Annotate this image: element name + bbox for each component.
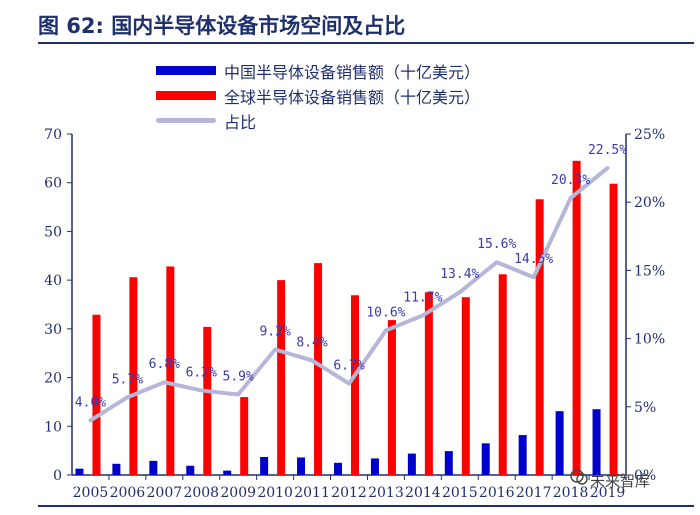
share-data-label: 5.9% xyxy=(223,370,254,385)
bar-china-sales xyxy=(75,468,84,475)
bar-china-sales xyxy=(186,465,195,475)
bar-global-sales xyxy=(351,295,359,475)
y-tick-label: 40 xyxy=(44,273,62,289)
share-data-label: 5.7% xyxy=(112,372,143,387)
y2-tick-label: 0% xyxy=(634,468,656,484)
bottom-rule xyxy=(38,505,694,507)
bar-china-sales xyxy=(444,451,453,475)
share-data-label: 22.5% xyxy=(588,143,627,158)
share-data-label: 4.0% xyxy=(75,395,106,410)
legend: 中国半导体设备销售额（十亿美元） 全球半导体设备销售额（十亿美元） 占比 xyxy=(156,58,480,133)
bar-china-sales xyxy=(481,443,490,475)
share-data-label: 20.3% xyxy=(551,173,590,188)
bar-global-sales xyxy=(203,326,212,475)
share-data-label: 13.4% xyxy=(440,267,479,282)
legend-swatch-share xyxy=(156,118,216,123)
legend-swatch-china-sales xyxy=(156,66,216,75)
bar-china-sales xyxy=(260,456,269,475)
figure-title: 图 62: 国内半导体设备市场空间及占比 xyxy=(38,14,406,38)
bar-china-sales xyxy=(149,460,158,475)
x-tick-label: 2019 xyxy=(590,485,626,501)
y-tick-label: 20 xyxy=(44,371,62,387)
legend-label-global-sales: 全球半导体设备销售额（十亿美元） xyxy=(224,87,481,107)
bar-global-sales xyxy=(572,160,581,476)
wechat-icon xyxy=(570,469,588,485)
y2-tick-label: 25% xyxy=(634,127,665,143)
share-data-label: 11.7% xyxy=(403,290,442,305)
share-line xyxy=(88,166,610,423)
legend-label-share: 占比 xyxy=(224,112,257,132)
y-tick-label: 30 xyxy=(44,322,62,338)
x-tick-label: 2006 xyxy=(110,485,146,501)
x-tick-label: 2015 xyxy=(442,485,478,501)
title-area: 图 62: 国内半导体设备市场空间及占比 xyxy=(0,0,700,50)
y2-tick-label: 20% xyxy=(634,195,665,211)
y-tick-label: 50 xyxy=(44,224,62,240)
bar-china-sales xyxy=(223,470,232,475)
bar-global-sales xyxy=(129,277,138,475)
bar-china-sales xyxy=(370,458,379,475)
x-tick-label: 2005 xyxy=(73,485,109,501)
bar-global-sales xyxy=(314,263,323,475)
x-tick-label: 2014 xyxy=(405,485,441,501)
bar-global-sales xyxy=(277,280,286,475)
share-data-label: 6.2% xyxy=(186,365,217,380)
x-tick-label: 2007 xyxy=(147,485,183,501)
bar-china-sales xyxy=(592,409,601,475)
share-data-label: 14.5% xyxy=(514,252,553,267)
legend-label-china-sales: 中国半导体设备销售额（十亿美元） xyxy=(224,62,481,82)
bar-china-sales xyxy=(407,453,416,475)
bar-global-sales xyxy=(166,266,175,475)
bar-global-sales xyxy=(424,292,433,475)
bar-global-sales xyxy=(609,183,618,475)
bar-china-sales xyxy=(297,457,306,475)
legend-swatch-global-sales xyxy=(156,91,216,100)
bar-china-sales xyxy=(334,462,342,475)
y2-tick-label: 15% xyxy=(634,263,665,279)
bar-china-sales xyxy=(112,463,121,475)
x-tick-label: 2011 xyxy=(294,485,330,501)
x-tick-label: 2009 xyxy=(220,485,256,501)
legend-item-china-sales: 中国半导体设备销售额（十亿美元） xyxy=(156,58,480,83)
bar-global-sales xyxy=(240,397,249,475)
y-tick-label: 70 xyxy=(44,127,62,143)
y2-tick-label: 10% xyxy=(634,332,665,348)
x-tick-label: 2017 xyxy=(516,485,552,501)
y-tick-label: 10 xyxy=(44,419,62,435)
x-tick-label: 2013 xyxy=(368,485,404,501)
y-tick-label: 60 xyxy=(44,176,62,192)
share-data-label: 9.2% xyxy=(259,325,290,340)
bar-global-sales xyxy=(535,199,544,475)
x-tick-label: 2010 xyxy=(257,485,293,501)
x-tick-label: 2012 xyxy=(331,485,367,501)
y2-tick-label: 5% xyxy=(634,400,656,416)
x-tick-label: 2008 xyxy=(183,485,219,501)
share-data-label: 10.6% xyxy=(366,305,405,320)
x-tick-label: 2016 xyxy=(479,485,515,501)
watermark-text: 未来智库 xyxy=(590,472,651,490)
share-data-label: 8.4% xyxy=(296,335,327,350)
bar-global-sales xyxy=(387,320,396,475)
share-data-label: 6.8% xyxy=(149,357,180,372)
bar-china-sales xyxy=(518,435,527,475)
bar-global-sales xyxy=(498,274,507,475)
share-data-label: 15.6% xyxy=(477,237,516,252)
legend-item-global-sales: 全球半导体设备销售额（十亿美元） xyxy=(156,83,480,108)
bar-global-sales xyxy=(92,314,101,475)
y-tick-label: 0 xyxy=(53,468,62,484)
bar-china-sales xyxy=(555,411,564,475)
bar-global-sales xyxy=(461,297,470,475)
legend-item-share: 占比 xyxy=(156,108,480,133)
title-rule xyxy=(38,42,694,44)
x-tick-label: 2018 xyxy=(553,485,589,501)
share-data-label: 6.7% xyxy=(333,359,364,374)
